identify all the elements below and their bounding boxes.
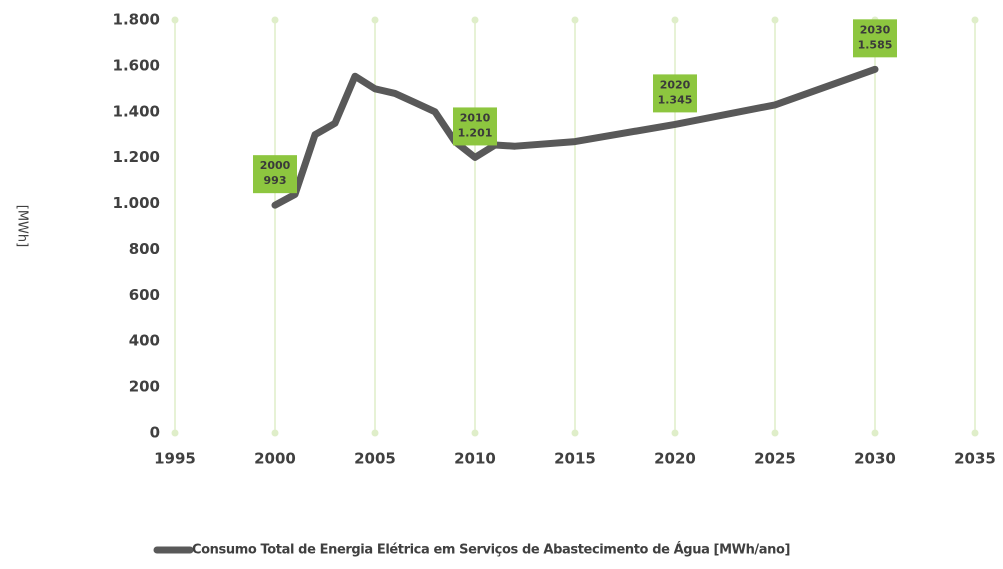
- annotation-box: [853, 19, 897, 58]
- x-tick-label: 2010: [454, 450, 496, 468]
- annotation-box: [253, 155, 297, 194]
- annotation-text: 2010: [460, 111, 491, 124]
- annotation-text: 1.345: [658, 93, 693, 106]
- y-tick-label: 800: [129, 240, 160, 258]
- grid-dot: [971, 16, 979, 24]
- grid-dot: [471, 429, 479, 437]
- x-tick-label: 2005: [354, 450, 396, 468]
- grid-dot: [371, 429, 379, 437]
- grid-dot: [271, 429, 279, 437]
- x-tick-label: 2025: [754, 450, 796, 468]
- y-tick-label: 1.200: [113, 148, 160, 166]
- annotation-box: [453, 107, 497, 146]
- y-tick-label: 1.600: [113, 56, 160, 74]
- y-tick-label: 200: [129, 378, 160, 396]
- grid-dot: [171, 16, 179, 24]
- grid-dot: [971, 429, 979, 437]
- line-series: [271, 65, 879, 209]
- grid-dot: [571, 16, 579, 24]
- y-tick-label: 600: [129, 286, 160, 304]
- y-tick-label: 1.000: [113, 194, 160, 212]
- grid-dot: [771, 16, 779, 24]
- grid-dot: [171, 429, 179, 437]
- x-tick-label: 2000: [254, 450, 296, 468]
- annotation-text: 993: [264, 174, 287, 187]
- grid-dot: [771, 429, 779, 437]
- x-tick-label: 1995: [154, 450, 196, 468]
- annotation-text: 2000: [260, 159, 291, 172]
- x-tick-label: 2035: [954, 450, 996, 468]
- x-tick-label: 2015: [554, 450, 596, 468]
- grid-dot: [871, 429, 879, 437]
- y-tick-label: 0: [150, 424, 160, 442]
- x-tick-label: 2030: [854, 450, 896, 468]
- grid-dot: [571, 429, 579, 437]
- y-axis-label: [MWh]: [15, 205, 30, 247]
- annotation-text: 2020: [660, 78, 691, 91]
- grid-dot: [271, 16, 279, 24]
- grid-dot: [371, 16, 379, 24]
- y-tick-label: 1.800: [113, 11, 160, 29]
- y-tick-label: 400: [129, 332, 160, 350]
- x-tick-label: 2020: [654, 450, 696, 468]
- grid-dot: [671, 429, 679, 437]
- y-tick-label: 1.400: [113, 102, 160, 120]
- annotation-text: 1.585: [858, 38, 893, 51]
- annotation-text: 2030: [860, 23, 891, 36]
- legend-label: Consumo Total de Energia Elétrica em Ser…: [192, 542, 790, 558]
- grid-dot: [471, 16, 479, 24]
- annotation-text: 1.201: [458, 126, 493, 139]
- grid-dot: [671, 16, 679, 24]
- annotation-box: [653, 74, 697, 113]
